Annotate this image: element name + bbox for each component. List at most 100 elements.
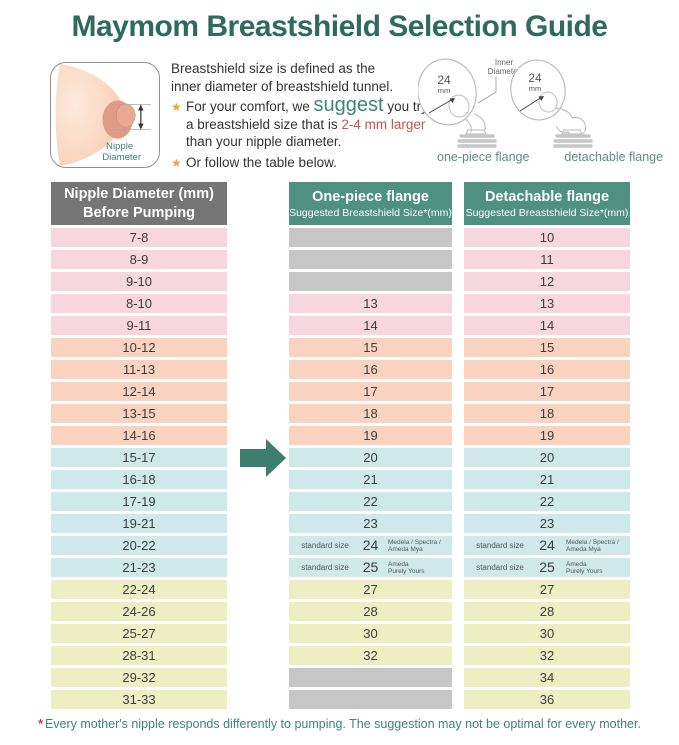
column-nipple-diameter: Nipple Diameter (mm) Before Pumping 7-8 8… (51, 182, 227, 709)
table-cell-detachable: 34 (464, 668, 630, 687)
standard-size-label: standard size (301, 562, 349, 572)
table-cell-detachable: 19 (464, 426, 630, 445)
intro-text: Breastshield size is defined as the inne… (171, 60, 435, 171)
right-arrow-icon (240, 439, 286, 477)
table-cell-detachable: 17 (464, 382, 630, 401)
inner-diameter-label-line2: Diameter (488, 67, 521, 76)
page-title: Maymom Breastshield Selection Guide (71, 10, 609, 43)
size-value: 25 (362, 559, 379, 575)
table-cell-nipple: 8-9 (51, 250, 227, 269)
table-cell-one-piece: standard size 25 Ameda Purely Yours (289, 558, 452, 577)
detachable-size-value: 24 (528, 71, 542, 85)
table-cell-detachable: 14 (464, 316, 630, 335)
nipple-diameter-illustration: Nipple Diameter (50, 62, 160, 168)
table-cell-detachable: 28 (464, 602, 630, 621)
table-cell-detachable: standard size 25 Ameda Purely Yours (464, 558, 630, 577)
table-cell-one-piece: 20 (289, 448, 452, 467)
bullet1-highlight: 2-4 mm larger (341, 116, 426, 132)
table-cell-nipple: 9-11 (51, 316, 227, 335)
column-header-one-piece: One-piece flange Suggested Breastshield … (289, 182, 452, 225)
header-line1: Nipple Diameter (mm) (64, 185, 214, 202)
table-cell-detachable: 22 (464, 492, 630, 511)
table-cell-detachable: 20 (464, 448, 630, 467)
table-cell-one-piece: 32 (289, 646, 452, 665)
bullet1-emphasis: suggest (313, 94, 384, 116)
table-cell-nipple: 22-24 (51, 580, 227, 599)
footnote: * Every mother's nipple responds differen… (0, 717, 679, 731)
table-cell-detachable: 13 (464, 294, 630, 313)
header-line2: Suggested Breastshield Size*(mm) (289, 206, 452, 219)
rows-detachable: 10 11 12 13 14 15 16 17 18 19 20 21 22 23 standard siz… (464, 228, 630, 709)
table-cell-one-piece: 28 (289, 602, 452, 621)
standard-size-label: standard size (301, 540, 349, 550)
nipple-label-line2: Diameter (102, 152, 142, 163)
size-value: 24 (362, 537, 379, 553)
brand-note: Ameda Purely Yours (566, 560, 603, 575)
table-cell-detachable: 23 (464, 514, 630, 533)
table-cell-detachable: 12 (464, 272, 630, 291)
table-cell-one-piece: 22 (289, 492, 452, 511)
header-line1: One-piece flange (312, 188, 429, 205)
table-cell-nipple: 24-26 (51, 602, 227, 621)
table-cell-one-piece: 30 (289, 624, 452, 643)
intro-bullet-suggestion: ★ For your comfort, we suggest you try a… (171, 95, 435, 151)
table-cell-detachable: 27 (464, 580, 630, 599)
rows-nipple-diameter: 7-8 8-9 9-10 8-10 9-11 10-12 11-13 12-14 13-15 14… (51, 228, 227, 709)
bullet1-pre: For your comfort, we (186, 99, 314, 114)
star-icon: ★ (171, 155, 182, 170)
intro-line1: Breastshield size is defined as the (171, 61, 376, 76)
table-cell-one-piece: 13 (289, 294, 452, 313)
detachable-flange-drawing (510, 59, 593, 148)
table-cell-nipple: 17-19 (51, 492, 227, 511)
table-cell-detachable: 11 (464, 250, 630, 269)
size-value: 25 (539, 559, 555, 575)
column-one-piece: One-piece flange Suggested Breastshield … (289, 182, 452, 709)
table-cell-detachable: 36 (464, 690, 630, 709)
column-header-nipple-diameter: Nipple Diameter (mm) Before Pumping (51, 182, 227, 225)
table-cell-one-piece: 21 (289, 470, 452, 489)
table-cell-nipple: 14-16 (51, 426, 227, 445)
table-cell-nipple: 25-27 (51, 624, 227, 643)
intro-bullet-table: ★ Or follow the table below. (171, 154, 435, 172)
table-cell-one-piece: 23 (289, 514, 452, 533)
breast-drawing: Nipple Diameter (55, 64, 151, 166)
detachable-size-unit: mm (529, 84, 542, 93)
table-cell-one-piece (289, 668, 452, 687)
table-cell-detachable: 32 (464, 646, 630, 665)
table-cell-detachable: 15 (464, 338, 630, 357)
table-cell-one-piece (289, 272, 452, 291)
standard-size-label: standard size (476, 562, 524, 572)
brand-note: Medela / Spectra / Ameda Mya (388, 538, 441, 553)
header-line2: Suggested Breastshield Size*(mm) (465, 206, 629, 219)
table-cell-nipple: 19-21 (51, 514, 227, 533)
header-line2: Before Pumping (83, 204, 195, 221)
table-cell-nipple: 7-8 (51, 228, 227, 247)
column-header-detachable: Detachable flange Suggested Breastshield… (464, 182, 630, 225)
table-cell-one-piece: 17 (289, 382, 452, 401)
table-cell-nipple: 20-22 (51, 536, 227, 555)
inner-diameter-label-line1: Inner (495, 58, 514, 67)
table-cell-one-piece (289, 690, 452, 709)
one-piece-flange-drawing (418, 58, 497, 148)
table-cell-nipple: 13-15 (51, 404, 227, 423)
flange-captions: one-piece flange detachable flange (418, 150, 679, 164)
table-cell-detachable: 16 (464, 360, 630, 379)
one-piece-size-unit: mm (438, 86, 451, 95)
bullet1-mid: you try a breastshield size that is (186, 99, 428, 132)
intro-line2: inner diameter of breastshield tunnel. (171, 78, 394, 94)
column-detachable: Detachable flange Suggested Breastshield… (464, 182, 630, 709)
table-cell-one-piece: 14 (289, 316, 452, 335)
standard-size-label: standard size (476, 540, 524, 550)
bullet2-text: Or follow the table below. (186, 154, 337, 170)
header-line1: Detachable flange (484, 188, 610, 205)
table-cell-detachable: standard size 24 Medela / Spectra / Ameda … (464, 536, 630, 555)
table-cell-one-piece (289, 228, 452, 247)
size-value: 24 (539, 537, 555, 553)
table-cell-one-piece: 15 (289, 338, 452, 357)
table-cell-detachable: 18 (464, 404, 630, 423)
table-cell-nipple: 16-18 (51, 470, 227, 489)
table-cell-nipple: 12-14 (51, 382, 227, 401)
table-cell-nipple: 11-13 (51, 360, 227, 379)
star-icon: ★ (171, 100, 182, 114)
table-cell-nipple: 29-32 (51, 668, 227, 687)
